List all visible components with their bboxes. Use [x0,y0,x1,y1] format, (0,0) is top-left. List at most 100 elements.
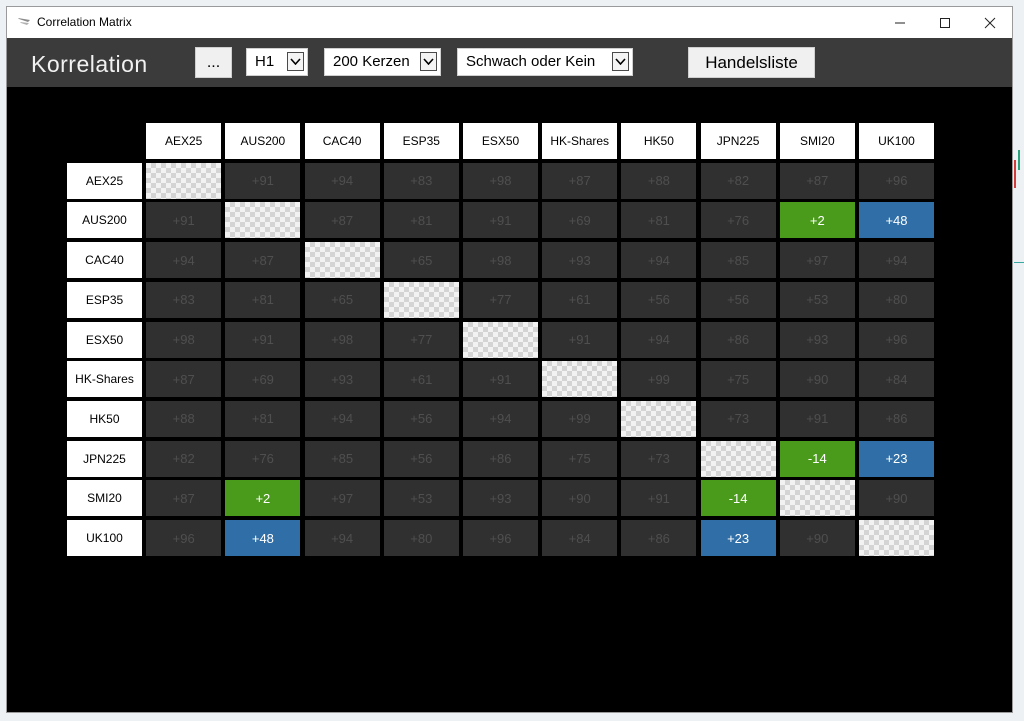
matrix-cell[interactable]: +81 [225,281,301,318]
matrix-cell[interactable]: +94 [859,242,934,279]
matrix-cell[interactable]: +81 [225,400,301,437]
matrix-cell[interactable]: +87 [146,480,222,517]
matrix-cell[interactable]: +87 [225,242,301,279]
matrix-cell[interactable]: +65 [383,242,459,279]
matrix-cell[interactable]: +93 [779,321,855,358]
matrix-diagonal-cell[interactable] [542,361,618,398]
matrix-cell[interactable]: +90 [859,480,934,517]
matrix-cell[interactable]: +84 [859,361,934,398]
matrix-cell[interactable]: +87 [542,162,618,199]
matrix-cell[interactable]: +88 [621,162,697,199]
matrix-cell[interactable]: +48 [859,202,934,239]
matrix-cell[interactable]: +93 [542,242,618,279]
menu-button[interactable]: ... [195,47,232,78]
chevron-down-icon[interactable] [612,52,629,71]
matrix-cell[interactable]: +91 [542,321,618,358]
matrix-cell[interactable]: +77 [383,321,459,358]
matrix-diagonal-cell[interactable] [779,480,855,517]
matrix-cell[interactable]: +94 [304,162,380,199]
trade-list-button[interactable]: Handelsliste [688,47,815,78]
matrix-cell[interactable]: +86 [859,400,934,437]
matrix-cell[interactable]: +98 [304,321,380,358]
matrix-cell[interactable]: +98 [146,321,222,358]
matrix-cell[interactable]: +96 [859,321,934,358]
matrix-cell[interactable]: +73 [621,440,697,477]
matrix-cell[interactable]: +53 [779,281,855,318]
matrix-cell[interactable]: +86 [621,520,697,556]
matrix-cell[interactable]: +82 [700,162,776,199]
matrix-cell[interactable]: +69 [542,202,618,239]
matrix-cell[interactable]: +94 [621,242,697,279]
matrix-cell[interactable]: +77 [463,281,538,318]
matrix-cell[interactable]: +90 [779,520,855,556]
matrix-diagonal-cell[interactable] [304,242,380,279]
matrix-cell[interactable]: +91 [463,361,538,398]
chevron-down-icon[interactable] [420,52,437,71]
matrix-cell[interactable]: +56 [700,281,776,318]
matrix-cell[interactable]: +91 [225,162,301,199]
matrix-cell[interactable]: -14 [700,480,776,517]
matrix-cell[interactable]: +80 [383,520,459,556]
matrix-cell[interactable]: +65 [304,281,380,318]
matrix-cell[interactable]: +87 [146,361,222,398]
strength-filter-select[interactable]: Schwach oder Kein [457,48,633,76]
maximize-button[interactable] [922,7,968,38]
matrix-cell[interactable]: +99 [542,400,618,437]
matrix-cell[interactable]: +94 [146,242,222,279]
matrix-cell[interactable]: +91 [225,321,301,358]
matrix-diagonal-cell[interactable] [463,321,538,358]
matrix-cell[interactable]: +2 [779,202,855,239]
minimize-button[interactable] [877,7,923,38]
matrix-cell[interactable]: +94 [304,400,380,437]
matrix-cell[interactable]: +96 [146,520,222,556]
matrix-cell[interactable]: +61 [542,281,618,318]
matrix-cell[interactable]: +53 [383,480,459,517]
matrix-cell[interactable]: +69 [225,361,301,398]
matrix-cell[interactable]: +56 [621,281,697,318]
matrix-cell[interactable]: +93 [463,480,538,517]
matrix-cell[interactable]: +87 [304,202,380,239]
matrix-cell[interactable]: +87 [779,162,855,199]
matrix-cell[interactable]: +98 [463,242,538,279]
matrix-cell[interactable]: +81 [383,202,459,239]
matrix-diagonal-cell[interactable] [225,202,301,239]
matrix-cell[interactable]: +97 [304,480,380,517]
matrix-cell[interactable]: +96 [463,520,538,556]
matrix-cell[interactable]: +73 [700,400,776,437]
matrix-cell[interactable]: +93 [304,361,380,398]
matrix-cell[interactable]: +56 [383,440,459,477]
matrix-cell[interactable]: +76 [225,440,301,477]
matrix-cell[interactable]: +91 [621,480,697,517]
matrix-cell[interactable]: +88 [146,400,222,437]
chevron-down-icon[interactable] [287,52,304,71]
matrix-cell[interactable]: +96 [859,162,934,199]
matrix-cell[interactable]: +91 [146,202,222,239]
matrix-cell[interactable]: +61 [383,361,459,398]
matrix-cell[interactable]: +23 [859,440,934,477]
matrix-cell[interactable]: +86 [463,440,538,477]
matrix-cell[interactable]: +80 [859,281,934,318]
matrix-cell[interactable]: +98 [463,162,538,199]
matrix-cell[interactable]: +75 [700,361,776,398]
matrix-cell[interactable]: +81 [621,202,697,239]
title-bar[interactable]: Correlation Matrix [7,7,1012,38]
matrix-cell[interactable]: +75 [542,440,618,477]
matrix-cell[interactable]: +83 [383,162,459,199]
matrix-cell[interactable]: +99 [621,361,697,398]
matrix-cell[interactable]: +76 [700,202,776,239]
matrix-cell[interactable]: +94 [304,520,380,556]
matrix-cell[interactable]: +94 [621,321,697,358]
matrix-diagonal-cell[interactable] [700,440,776,477]
matrix-cell[interactable]: +23 [700,520,776,556]
matrix-cell[interactable]: +85 [304,440,380,477]
matrix-diagonal-cell[interactable] [146,162,222,199]
matrix-cell[interactable]: +91 [463,202,538,239]
matrix-cell[interactable]: +84 [542,520,618,556]
matrix-cell[interactable]: +48 [225,520,301,556]
candles-select[interactable]: 200 Kerzen [324,48,441,76]
matrix-diagonal-cell[interactable] [383,281,459,318]
matrix-diagonal-cell[interactable] [621,400,697,437]
matrix-cell[interactable]: +56 [383,400,459,437]
matrix-cell[interactable]: +85 [700,242,776,279]
matrix-cell[interactable]: +83 [146,281,222,318]
